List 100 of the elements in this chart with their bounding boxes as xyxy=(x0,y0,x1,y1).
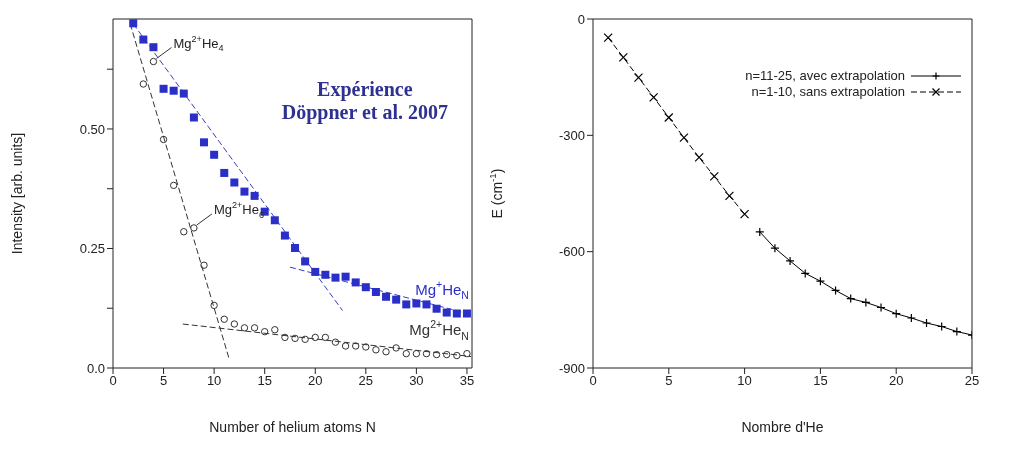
point xyxy=(362,343,370,351)
point xyxy=(291,244,300,252)
series-label: Mg$^{2+}$He$_{N}$ xyxy=(409,318,469,342)
point xyxy=(321,270,330,279)
point xyxy=(149,57,158,66)
point xyxy=(603,33,613,43)
point xyxy=(220,315,228,323)
point xyxy=(159,84,168,93)
y-tick-label: 0.25 xyxy=(79,241,105,257)
point xyxy=(331,273,340,282)
point xyxy=(372,346,380,354)
point xyxy=(679,133,689,143)
y-tick-label: 0 xyxy=(577,11,585,27)
point xyxy=(260,327,269,336)
x-tick-label: 15 xyxy=(257,373,272,389)
x-tick-label: 25 xyxy=(964,373,980,389)
x-tick-label: 20 xyxy=(888,373,904,389)
point xyxy=(740,209,750,219)
point xyxy=(271,326,279,334)
point xyxy=(341,272,350,281)
annotation: Mg$^{2+}$He$_{6}$ xyxy=(213,200,265,220)
point xyxy=(709,171,719,182)
point xyxy=(159,135,168,144)
point xyxy=(921,318,932,328)
point xyxy=(664,112,674,123)
point xyxy=(169,181,178,190)
point xyxy=(633,72,644,83)
point xyxy=(341,342,350,350)
y-tick-label: -300 xyxy=(558,127,585,143)
point xyxy=(169,86,178,95)
x-tick-label: 10 xyxy=(737,373,752,389)
point xyxy=(371,287,380,296)
point xyxy=(149,43,158,52)
point xyxy=(432,350,441,359)
point xyxy=(190,224,198,232)
point xyxy=(462,309,471,318)
point xyxy=(301,257,310,266)
point xyxy=(392,344,400,352)
series-label: Mg$^{+}$He$_{N}$ xyxy=(415,278,469,302)
point xyxy=(422,300,431,309)
point xyxy=(139,80,148,88)
point xyxy=(220,168,229,177)
legend-label: n=11-25, avec extrapolation xyxy=(745,68,905,84)
y-tick-label: -900 xyxy=(558,360,585,376)
x-tick-label: 35 xyxy=(459,373,475,389)
x-tick-label: 30 xyxy=(409,373,424,389)
point xyxy=(250,324,259,332)
point xyxy=(240,187,249,196)
point xyxy=(139,35,148,44)
point xyxy=(649,92,659,102)
y-tick-label: 0.50 xyxy=(79,121,105,137)
point xyxy=(129,19,138,28)
point xyxy=(210,301,218,310)
x-axis-title: Number of helium atoms N xyxy=(209,419,376,435)
x-tick-label: 10 xyxy=(206,373,222,389)
point xyxy=(230,178,239,187)
point xyxy=(281,333,289,342)
point xyxy=(200,138,209,147)
point xyxy=(331,338,340,346)
point xyxy=(432,304,441,313)
point xyxy=(694,152,704,163)
point xyxy=(392,295,401,304)
point xyxy=(179,89,188,98)
x-tick-label: 0 xyxy=(589,373,597,389)
point xyxy=(352,342,360,350)
x-tick-label: 15 xyxy=(813,373,828,389)
point xyxy=(453,351,461,360)
point xyxy=(402,349,410,358)
point xyxy=(321,333,330,342)
y-tick-label: -600 xyxy=(558,244,585,260)
point xyxy=(452,309,461,318)
point xyxy=(443,350,451,359)
x-axis-title: Nombre d'He xyxy=(741,419,824,435)
x-tick-label: 0 xyxy=(109,373,117,389)
point xyxy=(200,261,208,269)
point xyxy=(618,52,628,62)
point xyxy=(442,308,451,317)
point xyxy=(412,349,421,358)
x-tick-label: 5 xyxy=(159,373,168,389)
point xyxy=(422,349,431,358)
point xyxy=(412,299,421,308)
text: Expérience xyxy=(316,78,414,101)
point xyxy=(180,228,188,236)
legend-label: n=1-10, sans extrapolation xyxy=(751,84,905,100)
annotation: Mg$^{2+}$He$_{4}$ xyxy=(173,33,224,54)
point xyxy=(291,334,299,343)
point xyxy=(250,191,259,200)
x-tick-label: 20 xyxy=(308,373,323,389)
point xyxy=(189,113,198,122)
point xyxy=(311,333,319,342)
point xyxy=(280,231,289,240)
point xyxy=(382,292,391,301)
y-tick-label: 0.0 xyxy=(86,360,105,376)
point xyxy=(311,267,320,276)
point xyxy=(724,191,735,201)
text: Döppner et al. 2007 xyxy=(281,101,448,124)
point xyxy=(210,150,219,159)
point xyxy=(301,335,309,344)
point xyxy=(361,283,370,292)
point xyxy=(230,320,239,328)
